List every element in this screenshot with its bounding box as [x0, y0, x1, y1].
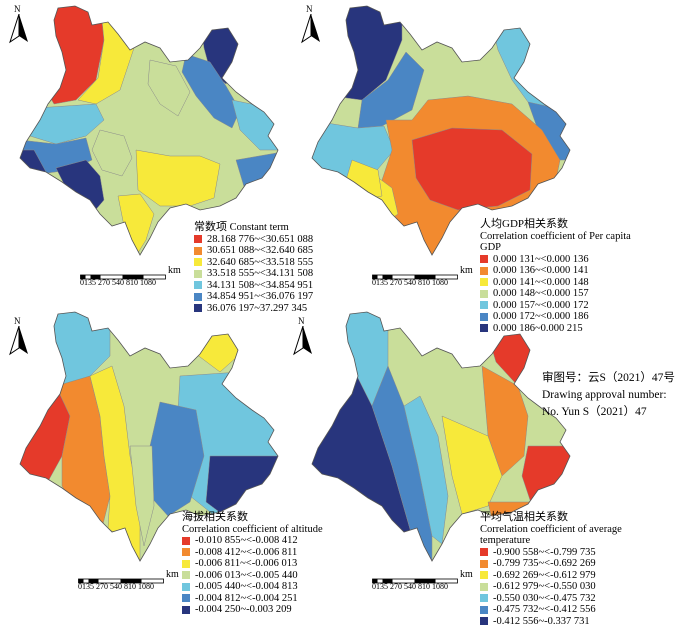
legend-item: 0.000 148~<0.000 157 — [480, 288, 637, 300]
approval-line-en-label: Drawing approval number: — [542, 387, 675, 404]
legend-swatch — [480, 290, 488, 298]
legend-swatch — [480, 560, 488, 568]
scale-bar: km 0135 270 540 810 1080 — [372, 268, 482, 288]
legend-item: 0.000 136~<0.000 141 — [480, 265, 637, 277]
scale-ticks: 0135 270 540 810 1080 — [372, 278, 448, 287]
legend-item: -0.550 030~<-0.475 732 — [480, 593, 637, 605]
legend-swatch — [194, 281, 202, 289]
legend-swatch — [480, 548, 488, 556]
legend-swatch — [182, 548, 190, 556]
legend-title-cn: 人均GDP相关系数 — [480, 219, 637, 231]
legend-item: -0.799 735~<-0.692 269 — [480, 558, 637, 570]
legend-average-temperature: 平均气温相关系数 Correlation coefficient of aver… — [480, 512, 637, 627]
legend-swatch — [194, 293, 202, 301]
legend-item: -0.412 556~-0.337 731 — [480, 616, 637, 627]
legend-item: -0.692 269~<-0.612 979 — [480, 570, 637, 582]
legend-swatch — [182, 606, 190, 614]
scale-bar: km 0135 270 540 810 1080 — [80, 268, 190, 288]
legend-swatch — [194, 270, 202, 278]
scale-ticks: 0135 270 540 810 1080 — [372, 582, 448, 591]
scale-unit: km — [460, 569, 473, 580]
north-label: N — [298, 316, 305, 326]
legend-swatch — [194, 247, 202, 255]
legend-title-en: Constant term — [230, 222, 289, 233]
scale-ticks: 0135 270 540 810 1080 — [78, 582, 154, 591]
legend-title-cn: 平均气温相关系数 — [480, 512, 637, 524]
legend-swatch — [182, 594, 190, 602]
north-arrow-icon: N — [8, 4, 30, 44]
scale-unit: km — [166, 569, 179, 580]
north-label: N — [306, 4, 313, 14]
north-label: N — [14, 4, 21, 14]
legend-swatch — [480, 594, 488, 602]
scale-unit: km — [168, 265, 181, 276]
scale-bar: km 0135 270 540 810 1080 — [78, 572, 188, 592]
legend-swatch — [182, 537, 190, 545]
scale-ticks: 0135 270 540 810 1080 — [80, 278, 156, 287]
legend-swatch — [480, 606, 488, 614]
map-panel-average-temperature: N 平均气温相关系数 Correlation coefficient of av… — [292, 306, 637, 606]
legend-swatch — [182, 560, 190, 568]
drawing-approval-note: 审图号：云S（2021）47号 Drawing approval number:… — [542, 370, 675, 421]
legend-item: -0.475 732~<-0.412 556 — [480, 604, 637, 616]
legend-item: 0.000 141~<0.000 148 — [480, 277, 637, 289]
approval-line-cn: 审图号：云S（2021）47号 — [542, 370, 675, 387]
legend-swatch — [480, 255, 488, 263]
legend-title-cn: 常数项 — [194, 221, 227, 233]
legend-item: -0.900 558~<-0.799 735 — [480, 547, 637, 559]
north-arrow-icon: N — [300, 4, 322, 44]
north-arrow-icon: N — [292, 316, 314, 356]
scale-bar: km 0135 270 540 810 1080 — [372, 572, 482, 592]
scale-unit: km — [460, 265, 473, 276]
map-panel-per-capita-gdp: N 人均GDP相关系数 Correlation coefficient of P… — [292, 0, 637, 300]
legend-swatch — [194, 235, 202, 243]
legend-swatch — [480, 617, 488, 625]
north-arrow-icon: N — [8, 316, 30, 356]
legend-item: -0.612 979~<-0.550 030 — [480, 581, 637, 593]
legend-item: 0.000 131~<0.000 136 — [480, 254, 637, 266]
legend-title-en: Correlation coefficient of Per capita GD… — [480, 231, 637, 254]
legend-swatch — [194, 258, 202, 266]
north-label: N — [14, 316, 21, 326]
approval-line-en-number: No. Yun S（2021）47 — [542, 404, 675, 421]
legend-title-en: Correlation coefficient of average tempe… — [480, 524, 637, 547]
